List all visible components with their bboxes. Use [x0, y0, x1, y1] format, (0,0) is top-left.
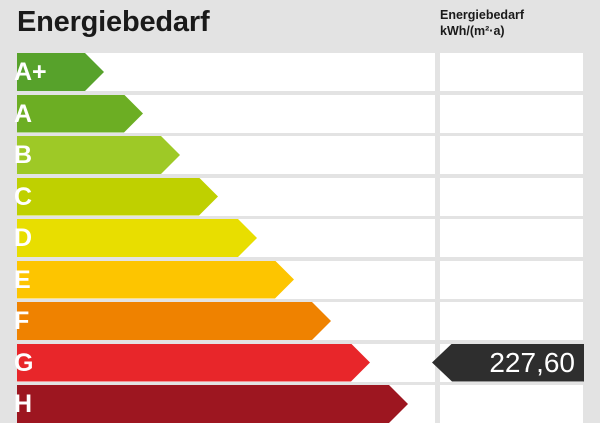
- scale-row: B: [0, 136, 600, 174]
- grade-bar-c: [17, 177, 218, 216]
- scale-grid: A+ A B C D E F G 227,60 H: [0, 49, 600, 423]
- scale-row: C: [0, 177, 600, 216]
- grade-label: F: [14, 307, 30, 335]
- grade-bar-aplus: [17, 53, 104, 91]
- value-badge-text: 227,60: [489, 346, 575, 378]
- grade-bar-b: [17, 136, 180, 174]
- grade-bar-e: [17, 260, 294, 299]
- scale-row-cell-value: [440, 53, 583, 91]
- scale-row: E: [0, 260, 600, 299]
- grade-label: E: [14, 265, 31, 294]
- scale-row-cell-value: [440, 136, 583, 174]
- grade-label: D: [14, 224, 33, 252]
- scale-row: A+: [0, 53, 600, 91]
- grade-bar-g: [17, 343, 370, 382]
- unit-header: Energiebedarf kWh/(m²·a): [440, 7, 524, 39]
- grade-bar-h: [17, 385, 408, 423]
- grade-label: C: [14, 182, 33, 211]
- grade-bar-f: [17, 302, 331, 340]
- grade-bar-d: [17, 219, 257, 257]
- scale-row-cell-value: [440, 94, 583, 133]
- scale-row: D: [0, 219, 600, 257]
- scale-row-cell-value: [440, 385, 583, 423]
- scale-row-cell-value: [440, 177, 583, 216]
- grade-label: A: [14, 99, 33, 128]
- scale-row-cell-value: [440, 260, 583, 299]
- unit-header-line2: kWh/(m²·a): [440, 24, 505, 38]
- grade-label: H: [14, 390, 33, 418]
- scale-row-cell-value: [440, 302, 583, 340]
- scale-row: H: [0, 385, 600, 423]
- value-badge: 227,60: [432, 343, 584, 382]
- scale-row: A: [0, 94, 600, 133]
- page-title: Energiebedarf: [17, 6, 210, 38]
- scale-row: F: [0, 302, 600, 340]
- scale-row: G 227,60: [0, 343, 600, 382]
- unit-header-line1: Energiebedarf: [440, 8, 525, 22]
- grade-label: B: [14, 141, 33, 169]
- grade-label: A+: [14, 58, 47, 86]
- grade-bar-a: [17, 94, 143, 133]
- scale-row-cell-value: [440, 219, 583, 257]
- grade-label: G: [14, 348, 34, 377]
